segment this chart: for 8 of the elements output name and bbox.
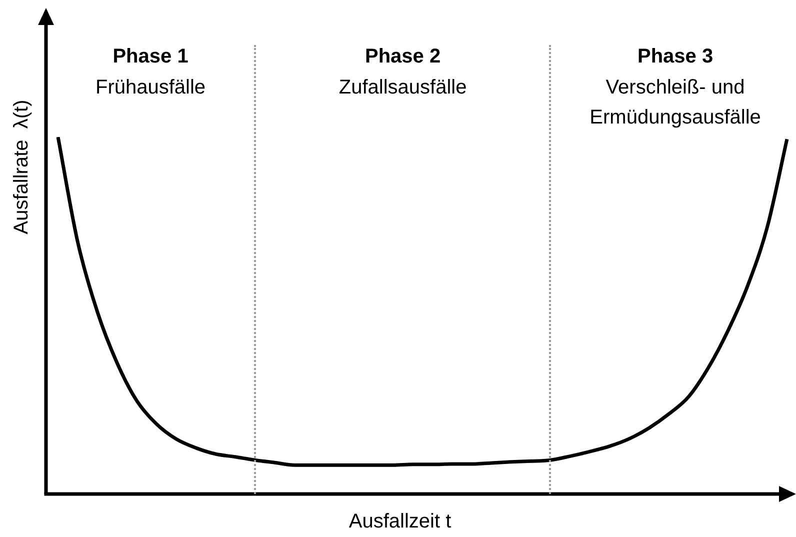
text: Verschleiß- und Ermüdungsausfälle [590, 76, 761, 129]
text: Phase 3 [637, 46, 714, 68]
text: Phase 1 [112, 46, 188, 68]
text: Frühausfälle [95, 76, 206, 99]
text: Zufallsausfälle [338, 76, 467, 99]
x-axis-title: Ausfallzeit t [348, 510, 452, 533]
y-axis-title: Ausfallrate λ(t) [10, 100, 33, 234]
text: Phase 2 [364, 46, 441, 68]
